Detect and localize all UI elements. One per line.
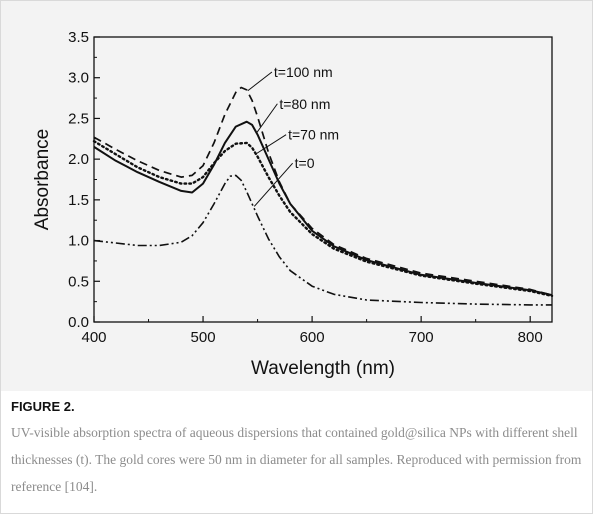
annotation-leader xyxy=(253,162,294,207)
y-tick-label: 2.0 xyxy=(68,151,89,168)
annotation-label: t=0 xyxy=(295,155,315,171)
figure-label: FIGURE 2. xyxy=(11,399,75,414)
series-line-2 xyxy=(92,139,554,298)
y-tick-label: 0.0 xyxy=(68,314,89,331)
y-tick-label: 1.0 xyxy=(68,233,89,250)
series-line-1 xyxy=(93,120,553,297)
series-line-0 xyxy=(93,86,553,296)
x-tick-label: 700 xyxy=(409,329,434,346)
annotation-label: t=70 nm xyxy=(288,127,339,143)
chart-figure: 0.0 0.5 1.0 1.5 2.0 2.5 3.0 3.5 400 500 600 700 800 W… xyxy=(1,1,592,391)
x-tick-label: 400 xyxy=(81,329,106,346)
y-tick-label: 0.5 xyxy=(68,273,89,290)
y-tick-label: 1.5 xyxy=(68,192,89,209)
series-line-3 xyxy=(93,174,552,306)
x-axis-title: Wavelength (nm) xyxy=(251,358,395,379)
annotation-leader xyxy=(247,71,273,92)
y-tick-label: 2.5 xyxy=(68,110,89,127)
annotation-leader xyxy=(255,134,287,155)
y-tick-label: 3.5 xyxy=(68,29,89,46)
x-tick-label: 600 xyxy=(300,329,325,346)
absorbance-chart: 0.0 0.5 1.0 1.5 2.0 2.5 3.0 3.5 400 500 600 700 800 W… xyxy=(32,29,554,379)
y-tick-label: 3.0 xyxy=(68,70,89,87)
annotation-leader xyxy=(256,103,278,134)
x-tick-label: 800 xyxy=(518,329,543,346)
y-axis-title: Absorbance xyxy=(32,129,53,230)
annotation-label: t=80 nm xyxy=(279,96,330,112)
annotation-label: t=100 nm xyxy=(274,64,333,80)
figure-caption: UV-visible absorption spectra of aqueous… xyxy=(11,425,582,494)
x-tick-label: 500 xyxy=(191,329,216,346)
